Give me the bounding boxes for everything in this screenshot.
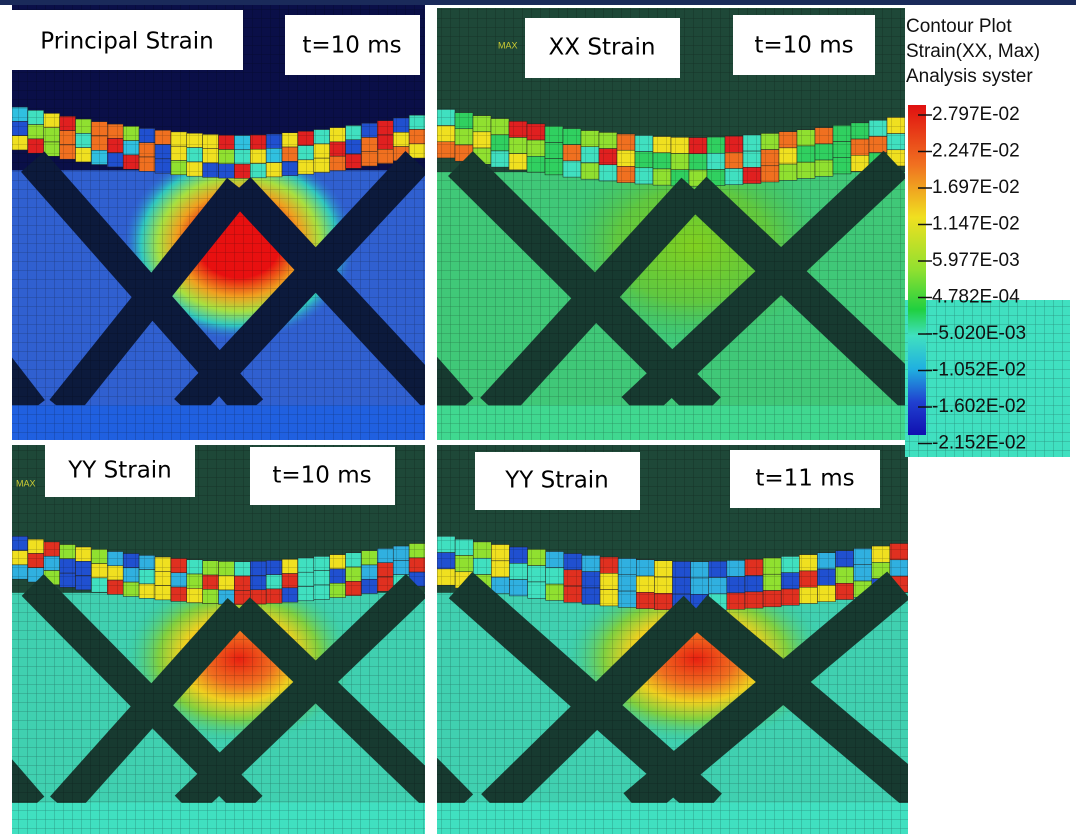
panel-label: YY Strain xyxy=(504,468,609,494)
panel-label: YY Strain xyxy=(67,458,172,484)
legend-level: -2.152E-02 xyxy=(932,433,1026,454)
legend-level: 2.797E-02 xyxy=(932,104,1020,125)
legend-level: 1.697E-02 xyxy=(932,177,1020,198)
panel-label: Principal Strain xyxy=(40,29,213,55)
panel-label: XX Strain xyxy=(549,35,656,61)
panels xyxy=(0,5,917,834)
panel-time: t=10 ms xyxy=(754,33,853,59)
legend-level: -5.020E-03 xyxy=(932,323,1026,344)
panel-time: t=10 ms xyxy=(272,463,371,489)
legend-level: 4.782E-04 xyxy=(932,287,1020,308)
legend-level: 5.977E-03 xyxy=(932,250,1020,271)
panel-time: t=11 ms xyxy=(755,466,854,492)
top-border xyxy=(0,0,1076,5)
legend-colorbar xyxy=(908,105,926,435)
legend-title: Analysis syster xyxy=(906,66,1033,87)
legend: Contour Plot Strain(XX, Max) Analysis sy… xyxy=(905,12,1070,457)
max-marker: MAX xyxy=(16,478,36,488)
legend-level: 2.247E-02 xyxy=(932,141,1020,162)
panel-time: t=10 ms xyxy=(302,33,401,59)
figure: Contour Plot Strain(XX, Max) Analysis sy… xyxy=(0,0,1076,834)
max-marker: MAX xyxy=(498,40,518,50)
legend-level: -1.052E-02 xyxy=(932,360,1026,381)
legend-level: 1.147E-02 xyxy=(932,214,1020,235)
legend-level: -1.602E-02 xyxy=(932,396,1026,417)
legend-title: Contour Plot xyxy=(906,16,1012,37)
legend-title: Strain(XX, Max) xyxy=(906,41,1040,62)
